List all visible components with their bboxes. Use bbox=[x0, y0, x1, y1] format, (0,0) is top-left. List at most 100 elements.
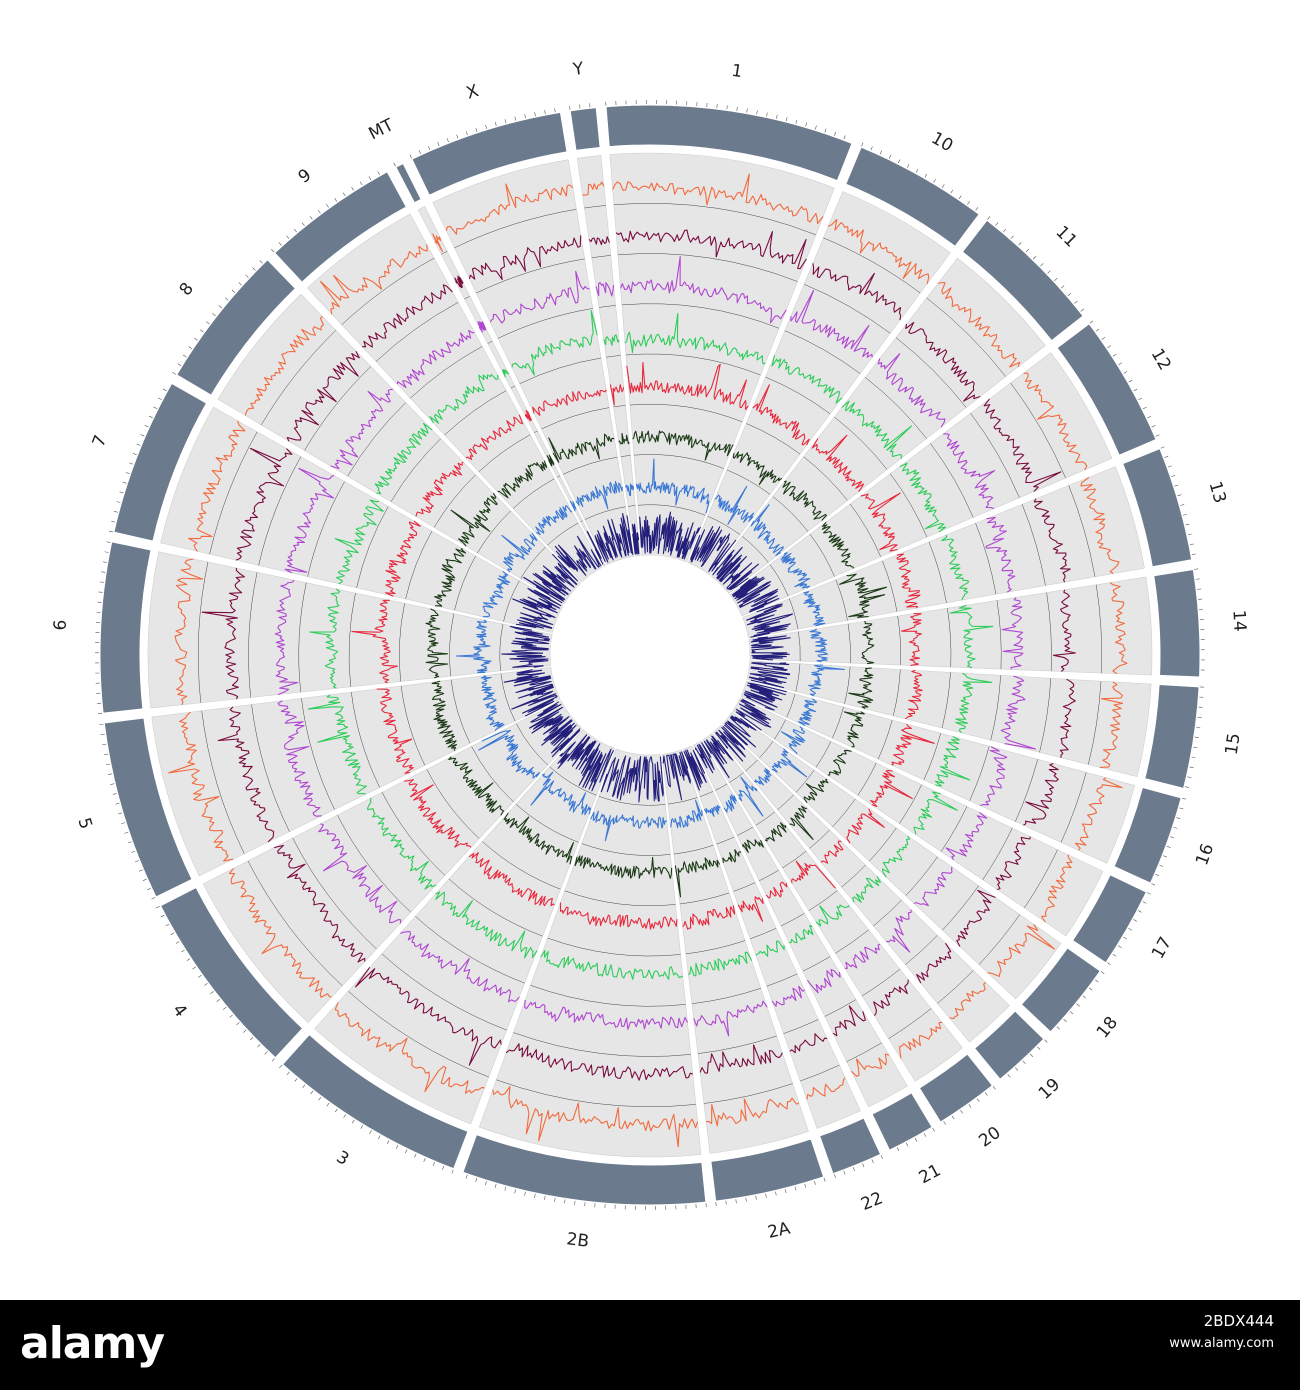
tick-mark bbox=[264, 1051, 268, 1055]
tick-mark bbox=[795, 119, 798, 124]
track-divider-arc bbox=[471, 746, 514, 802]
track-divider-arc bbox=[832, 707, 844, 739]
track-line-12 bbox=[943, 433, 996, 510]
chromosome-label-5: 5 bbox=[73, 815, 95, 831]
chromosome-label-17: 17 bbox=[1148, 934, 1176, 963]
track-line-16 bbox=[743, 682, 787, 711]
track-line-12 bbox=[983, 398, 1062, 492]
track-divider-arc bbox=[769, 564, 789, 597]
tick-mark bbox=[958, 195, 962, 200]
tick-mark bbox=[122, 481, 127, 484]
track-line-18 bbox=[846, 808, 885, 844]
track-divider-arc bbox=[598, 796, 666, 806]
track-divider-arc bbox=[513, 1032, 691, 1057]
track-divider-arc bbox=[496, 1079, 696, 1107]
ideogram-chr-17 bbox=[1071, 874, 1147, 964]
track-line-5 bbox=[168, 711, 234, 862]
track-line-10 bbox=[714, 485, 755, 525]
track-divider-arc bbox=[547, 937, 681, 957]
track-line-9 bbox=[465, 414, 524, 460]
tick-mark bbox=[351, 1119, 355, 1124]
track-line-22 bbox=[683, 749, 707, 791]
track-line-17 bbox=[995, 836, 1031, 891]
track-line-14 bbox=[1001, 597, 1024, 670]
track-line-1 bbox=[620, 256, 787, 324]
tick-mark bbox=[1142, 901, 1147, 904]
track-line-7 bbox=[384, 520, 421, 597]
track-line-19 bbox=[916, 942, 952, 984]
tick-mark bbox=[871, 1159, 874, 1164]
track-line-mt bbox=[454, 275, 464, 289]
track-line-9 bbox=[429, 373, 499, 424]
stock-photo-footer: alamy 2BDX444 www.alamy.com bbox=[0, 1300, 1300, 1390]
tick-mark bbox=[144, 425, 149, 428]
tick-mark bbox=[1063, 1018, 1067, 1022]
tick-mark bbox=[175, 941, 180, 944]
tick-mark bbox=[317, 209, 321, 214]
tick-mark bbox=[950, 189, 954, 194]
tick-mark bbox=[423, 1157, 426, 1162]
tick-mark bbox=[1155, 874, 1160, 877]
tick-mark bbox=[172, 372, 176, 375]
track-line-18 bbox=[771, 748, 808, 778]
track-line-4 bbox=[228, 867, 332, 998]
track-divider-arc bbox=[834, 416, 888, 470]
track-divider-arc bbox=[375, 302, 459, 362]
track-divider-arc bbox=[865, 377, 927, 439]
track-line-1 bbox=[635, 458, 710, 514]
track-divider-arc bbox=[497, 308, 593, 339]
tick-mark bbox=[188, 346, 193, 349]
tick-mark bbox=[334, 1108, 338, 1113]
track-line-14 bbox=[949, 604, 994, 669]
track-divider-arc bbox=[520, 546, 546, 579]
track-line-3 bbox=[435, 891, 538, 959]
tick-mark bbox=[544, 110, 546, 115]
track-divider-arc bbox=[633, 454, 724, 469]
tick-mark bbox=[870, 146, 873, 151]
tick-mark bbox=[725, 1200, 727, 1205]
track-divider-arc bbox=[591, 255, 611, 258]
track-line-mt bbox=[569, 500, 577, 512]
track-line-1 bbox=[612, 173, 824, 225]
tick-mark bbox=[116, 501, 121, 503]
tick-mark bbox=[155, 905, 160, 909]
tick-mark bbox=[1195, 578, 1200, 580]
ideogram-chr-mt bbox=[395, 162, 422, 204]
track-line-6 bbox=[425, 608, 449, 679]
tick-mark bbox=[386, 1140, 390, 1144]
track-line-6 bbox=[201, 567, 245, 700]
track-line-12 bbox=[1023, 372, 1088, 471]
tick-mark bbox=[823, 1177, 826, 1182]
track-divider-arc bbox=[733, 882, 756, 892]
track-line-7 bbox=[434, 548, 467, 607]
tick-mark bbox=[1174, 484, 1179, 487]
track-line-10 bbox=[812, 263, 902, 321]
track-line-20 bbox=[738, 776, 764, 817]
tick-mark bbox=[342, 192, 346, 197]
tick-mark bbox=[100, 733, 105, 735]
tick-mark bbox=[775, 1191, 777, 1196]
track-line-13 bbox=[839, 573, 888, 618]
track-line-15 bbox=[1059, 678, 1076, 758]
track-divider-arc bbox=[1024, 849, 1058, 908]
track-divider-arc bbox=[454, 209, 577, 248]
track-divider-arc bbox=[729, 772, 744, 783]
ideogram-chr-10 bbox=[845, 146, 980, 248]
track-line-10 bbox=[771, 355, 843, 404]
tick-mark bbox=[1147, 415, 1152, 419]
tick-mark bbox=[1196, 726, 1201, 728]
track-line-22 bbox=[771, 985, 805, 1007]
tick-mark bbox=[106, 541, 111, 543]
track-divider-arc bbox=[503, 580, 520, 622]
track-line-y bbox=[588, 236, 611, 246]
track-divider-arc bbox=[673, 845, 714, 855]
tick-mark bbox=[1010, 235, 1014, 239]
tick-mark bbox=[995, 222, 999, 226]
tick-mark bbox=[504, 1186, 507, 1191]
track-divider-arc bbox=[348, 991, 489, 1078]
track-line-4 bbox=[404, 779, 472, 848]
track-divider-arc bbox=[803, 456, 848, 501]
track-divider-arc bbox=[969, 746, 990, 801]
track-line-y bbox=[595, 281, 615, 297]
track-divider-arc bbox=[298, 582, 307, 693]
